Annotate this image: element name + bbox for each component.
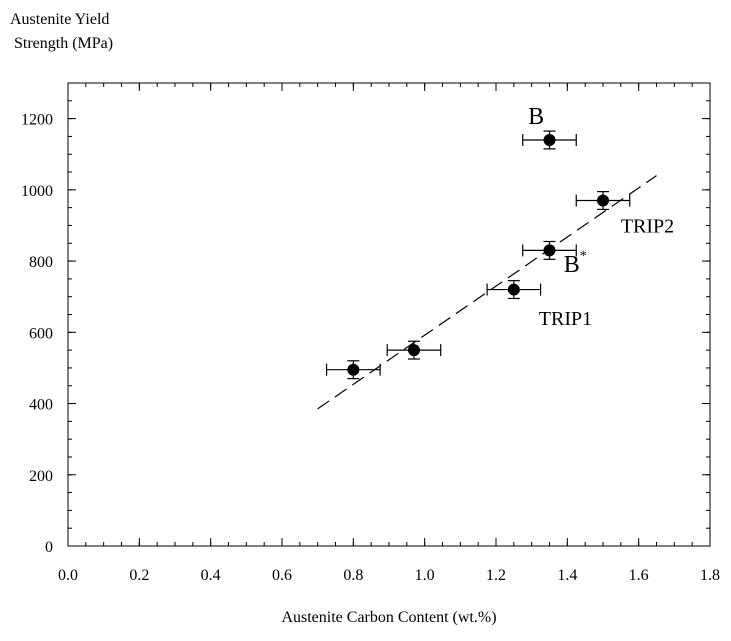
x-tick-label: 0.8	[343, 567, 363, 584]
x-tick-label: 0.4	[201, 567, 221, 584]
x-tick-label: 1.4	[557, 567, 577, 584]
data-point-group	[325, 360, 381, 380]
plot-frame	[67, 82, 711, 547]
data-point	[543, 244, 556, 257]
annotation-trip2: TRIP2	[621, 216, 674, 238]
y-tick-label: 400	[29, 397, 53, 414]
data-point-group	[522, 130, 577, 150]
x-tick-label: 1.2	[486, 567, 506, 584]
data-point-group	[386, 340, 442, 360]
data-point	[597, 194, 609, 207]
annotation-b-star-sup: *	[580, 249, 587, 264]
x-tick-label: 1.0	[415, 567, 435, 584]
data-point	[507, 283, 520, 296]
y-tick-labels: 0 200 400 600 800 1000 1200	[21, 112, 53, 556]
y-tick-label: 1200	[21, 112, 53, 129]
data-point	[347, 363, 360, 376]
y-axis-title-line-2: Strength (MPa)	[14, 35, 113, 52]
x-tick-label: 0.2	[129, 567, 149, 584]
y-tick-label: 600	[29, 325, 53, 342]
x-tick-label: 0.0	[58, 567, 78, 584]
x-tick-label: 1.8	[700, 567, 720, 584]
y-tick-label: 0	[45, 539, 53, 556]
x-tick-labels: 0.0 0.2 0.4 0.6 0.8 1.0 1.2 1.4 1.6 1.8	[58, 567, 720, 584]
y-tick-label: 1000	[21, 183, 53, 200]
y-tick-label: 200	[29, 468, 53, 485]
data-point	[407, 344, 420, 357]
x-tick-label: 0.6	[272, 567, 292, 584]
y-axis-title-line-1: Austenite Yield	[10, 11, 109, 28]
data-point-group	[486, 280, 542, 300]
data-point	[543, 133, 556, 146]
data-point-group	[575, 191, 631, 211]
x-axis-title: Austenite Carbon Content (wt.%)	[281, 609, 496, 626]
annotation-b-star-text: B	[564, 252, 580, 278]
data-point-group	[522, 240, 577, 260]
annotation-b-star: B*	[564, 249, 587, 278]
data-points	[325, 130, 631, 380]
annotation-trip1: TRIP1	[539, 308, 592, 330]
ticks-group	[67, 82, 711, 547]
y-tick-label: 800	[29, 254, 53, 271]
annotation-b: B	[528, 104, 544, 130]
x-tick-label: 1.6	[629, 567, 649, 584]
